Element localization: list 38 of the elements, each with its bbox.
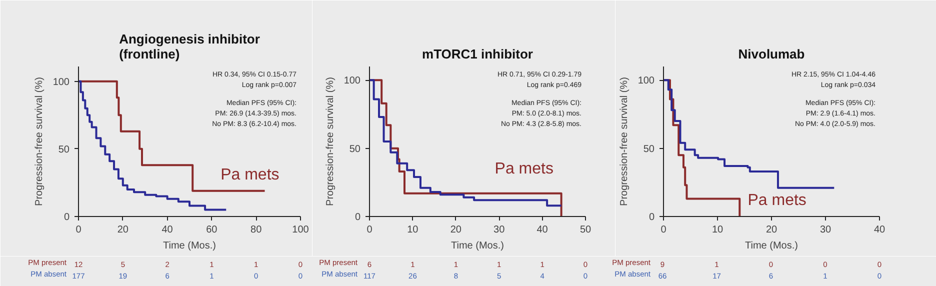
x-tick-label: 60 [206, 224, 218, 236]
series-label: Pa mets [494, 160, 554, 178]
y-tick-label: 50 [643, 144, 655, 155]
x-tick-label: 20 [117, 224, 129, 236]
chart-title: Angiogenesis inhibitor (frontline) [119, 32, 260, 62]
x-tick-label: 0 [366, 224, 373, 236]
y-tick-label: 50 [58, 144, 70, 156]
x-tick-label: 0 [660, 224, 667, 236]
x-axis-title: Time (Mos.) [745, 240, 798, 252]
x-tick-label: 100 [292, 224, 310, 236]
y-axis-title: Progression-free survival (%) [34, 77, 45, 206]
x-tick-label: 0 [76, 224, 82, 236]
y-tick-label: 0 [648, 212, 655, 223]
x-tick-label: 80 [250, 224, 262, 236]
y-tick-label: 50 [349, 144, 361, 155]
x-tick-label: 40 [874, 224, 886, 236]
series-label: Pa mets [220, 166, 280, 184]
x-tick-label: 20 [450, 224, 462, 236]
x-axis-title: Time (Mos.) [451, 240, 504, 252]
chart-title: Nivolumab [738, 46, 805, 62]
y-tick-label: 100 [52, 76, 70, 88]
series-label: Pa mets [748, 192, 806, 209]
y-axis-title: Progression-free survival (%) [618, 77, 630, 206]
y-tick-label: 100 [344, 76, 361, 87]
x-tick-label: 50 [580, 224, 592, 236]
x-tick-label: 40 [162, 224, 174, 236]
x-axis-title: Time (Mos.) [163, 240, 216, 252]
y-tick-label: 100 [638, 76, 655, 87]
x-tick-label: 30 [820, 224, 832, 236]
chart-title: mTORC1 inhibitor [422, 46, 533, 62]
x-tick-label: 20 [766, 224, 778, 236]
x-tick-label: 30 [494, 224, 506, 236]
x-tick-label: 10 [712, 224, 724, 236]
y-tick-label: 0 [64, 212, 70, 223]
y-axis-title: Progression-free survival (%) [324, 77, 336, 206]
x-tick-label: 40 [536, 224, 548, 236]
x-tick-label: 10 [407, 224, 419, 236]
y-tick-label: 0 [354, 212, 361, 223]
